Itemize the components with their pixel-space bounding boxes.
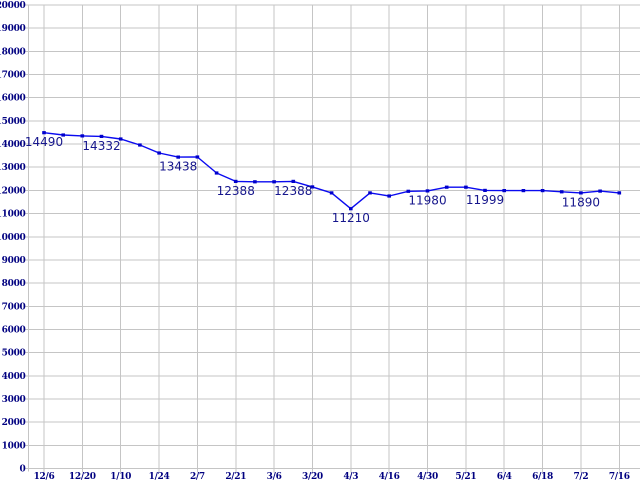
data-point-marker [291, 179, 296, 183]
data-point-marker [617, 191, 622, 195]
x-tick-label: 4/3 [343, 472, 358, 480]
data-point-marker [483, 188, 487, 192]
data-point-marker [598, 189, 602, 193]
data-point-marker [579, 191, 583, 195]
value-annotation: 11210 [332, 211, 370, 225]
y-tick-label: 2000 [2, 418, 26, 428]
y-tick-label: 0 [20, 465, 26, 475]
x-tick-label: 4/30 [417, 472, 438, 480]
y-tick-label: 10000 [0, 233, 26, 243]
x-tick-label: 4/16 [379, 472, 400, 480]
data-point-marker [349, 207, 353, 211]
data-point-marker [521, 189, 526, 193]
y-tick-label: 14000 [0, 140, 26, 150]
data-point-marker [118, 137, 123, 141]
y-tick-label: 16000 [0, 94, 26, 104]
value-annotation: 11890 [562, 195, 600, 209]
data-point-marker [425, 189, 430, 193]
data-point-marker [157, 151, 161, 155]
data-point-marker [272, 180, 276, 184]
y-tick-label: 8000 [2, 279, 26, 289]
data-point-marker [329, 191, 334, 195]
y-tick-label: 11000 [0, 210, 26, 220]
y-tick-label: 6000 [2, 325, 26, 335]
x-tick-label: 2/7 [190, 472, 205, 480]
x-tick-label: 1/24 [149, 472, 170, 480]
data-point-marker [99, 134, 104, 138]
y-tick-label: 4000 [2, 372, 26, 382]
x-tick-label: 2/21 [225, 472, 246, 480]
value-annotation: 12388 [274, 184, 312, 198]
x-tick-label: 6/18 [532, 472, 553, 480]
y-tick-label: 3000 [2, 395, 26, 405]
x-tick-label: 6/4 [497, 472, 512, 480]
data-point-marker [540, 189, 545, 193]
data-point-marker [406, 189, 411, 193]
x-tick-label: 5/21 [455, 472, 476, 480]
data-point-marker [61, 133, 65, 137]
data-point-marker [502, 189, 506, 193]
y-tick-label: 1000 [2, 441, 26, 451]
data-point-marker [368, 191, 372, 195]
data-point-marker [387, 194, 391, 198]
data-point-marker [310, 185, 315, 189]
x-tick-label: 12/6 [34, 472, 55, 480]
value-annotation: 14490 [25, 135, 63, 149]
data-point-marker [138, 143, 142, 147]
x-tick-label: 7/16 [609, 472, 630, 480]
value-annotation: 14332 [82, 139, 120, 153]
data-point-marker [176, 155, 180, 159]
data-point-marker [42, 131, 46, 135]
value-annotation: 11980 [408, 193, 446, 207]
value-annotation: 11999 [466, 193, 504, 207]
y-tick-label: 20000 [0, 1, 26, 11]
data-point-marker [233, 179, 238, 183]
value-annotation: 12388 [217, 184, 255, 198]
data-point-marker [214, 171, 219, 175]
x-tick-label: 7/2 [573, 472, 588, 480]
y-tick-label: 7000 [2, 302, 26, 312]
y-tick-label: 19000 [0, 24, 26, 34]
y-tick-label: 9000 [2, 256, 26, 266]
value-annotation: 13438 [159, 160, 197, 174]
y-tick-label: 5000 [2, 349, 26, 359]
data-point-marker [444, 185, 449, 189]
y-tick-label: 17000 [0, 71, 26, 81]
data-point-marker [464, 185, 468, 189]
y-tick-label: 12000 [0, 186, 26, 196]
x-tick-label: 3/20 [302, 472, 323, 480]
y-tick-label: 15000 [0, 117, 26, 127]
y-tick-label: 18000 [0, 47, 26, 57]
data-point-marker [80, 134, 85, 138]
x-tick-label: 12/20 [69, 472, 96, 480]
y-tick-label: 13000 [0, 163, 26, 173]
data-point-marker [253, 180, 257, 184]
x-tick-label: 1/10 [110, 472, 131, 480]
data-point-marker [195, 155, 200, 159]
x-tick-label: 3/6 [267, 472, 282, 480]
data-point-marker [559, 190, 564, 194]
